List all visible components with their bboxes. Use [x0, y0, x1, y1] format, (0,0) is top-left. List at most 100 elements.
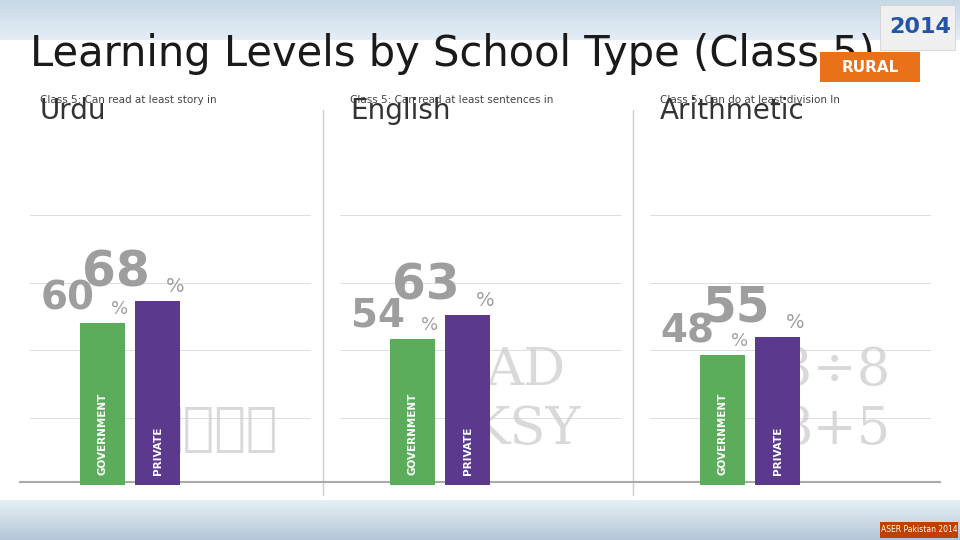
Bar [0, 520, 960, 521]
Bar [0, 20, 960, 21]
FancyBboxPatch shape [880, 522, 958, 538]
Bar [0, 0, 960, 1]
Bar [0, 36, 960, 37]
Bar [0, 22, 960, 23]
Text: %: % [785, 313, 804, 332]
Bar [0, 43, 960, 44]
Bar [0, 21, 960, 22]
Bar [0, 40, 960, 41]
Bar [0, 27, 960, 28]
Bar [0, 517, 960, 518]
Bar [0, 9, 960, 10]
FancyBboxPatch shape [755, 336, 800, 485]
Bar [0, 510, 960, 511]
Bar [0, 518, 960, 519]
FancyBboxPatch shape [880, 5, 955, 50]
Bar [0, 13, 960, 14]
Text: 2014: 2014 [889, 17, 951, 37]
Bar [0, 6, 960, 7]
Bar [0, 519, 960, 520]
Bar [0, 503, 960, 504]
Bar [0, 534, 960, 535]
Bar [0, 2, 960, 3]
Bar [0, 529, 960, 530]
Text: Class 5: Can do at least division In: Class 5: Can do at least division In [660, 95, 840, 105]
Bar [0, 504, 960, 505]
Text: 55: 55 [702, 284, 770, 332]
Bar [0, 30, 960, 31]
Text: AD
KSY: AD KSY [469, 345, 580, 455]
Text: 54: 54 [350, 296, 404, 334]
FancyBboxPatch shape [135, 301, 180, 485]
Text: PRIVATE: PRIVATE [153, 427, 162, 475]
FancyBboxPatch shape [700, 355, 745, 485]
Bar [0, 10, 960, 11]
Text: Class 5: Can read at least sentences in: Class 5: Can read at least sentences in [350, 95, 553, 105]
Bar [0, 535, 960, 536]
Bar [0, 525, 960, 526]
Bar [0, 538, 960, 539]
Text: English: English [350, 97, 450, 125]
Bar [0, 42, 960, 43]
Bar [0, 532, 960, 533]
Text: 48: 48 [660, 313, 714, 350]
Bar [0, 509, 960, 510]
Bar [0, 15, 960, 16]
Text: %: % [110, 300, 128, 318]
Bar [0, 526, 960, 527]
Text: %: % [420, 316, 438, 334]
Text: Urdu: Urdu [40, 97, 107, 125]
FancyBboxPatch shape [80, 323, 125, 485]
Text: 3÷8
8+5: 3÷8 8+5 [780, 345, 891, 455]
Text: %: % [731, 333, 748, 350]
Bar [0, 522, 960, 523]
Bar [0, 514, 960, 515]
Bar [0, 505, 960, 506]
Bar [0, 38, 960, 39]
Bar [0, 28, 960, 29]
Bar [0, 515, 960, 516]
Text: RURAL: RURAL [841, 59, 899, 75]
Bar [0, 5, 960, 6]
Text: GOVERNMENT: GOVERNMENT [717, 393, 728, 475]
FancyBboxPatch shape [0, 40, 960, 500]
Bar [0, 41, 960, 42]
Bar [0, 530, 960, 531]
Bar [0, 8, 960, 9]
Bar [0, 528, 960, 529]
Bar [0, 500, 960, 501]
Bar [0, 11, 960, 12]
Bar [0, 17, 960, 18]
Bar [0, 501, 960, 502]
Bar [0, 25, 960, 26]
Text: 63: 63 [392, 262, 460, 310]
Bar [0, 531, 960, 532]
FancyBboxPatch shape [390, 339, 435, 485]
Bar [0, 12, 960, 13]
Bar [0, 4, 960, 5]
Bar [0, 33, 960, 34]
Text: Arithmetic: Arithmetic [660, 97, 804, 125]
Bar [0, 508, 960, 509]
Bar [0, 47, 960, 48]
Bar [0, 26, 960, 27]
Bar [0, 513, 960, 514]
Bar [0, 48, 960, 49]
Bar [0, 533, 960, 534]
Bar [0, 539, 960, 540]
Bar [0, 32, 960, 33]
Bar [0, 527, 960, 528]
Bar [0, 523, 960, 524]
Bar [0, 29, 960, 30]
Bar [0, 537, 960, 538]
Bar [0, 34, 960, 35]
Bar [0, 1, 960, 2]
Text: %: % [165, 278, 184, 296]
Bar [0, 502, 960, 503]
Bar [0, 3, 960, 4]
Bar [0, 49, 960, 50]
Text: GOVERNMENT: GOVERNMENT [407, 393, 418, 475]
FancyBboxPatch shape [445, 315, 490, 485]
Bar [0, 44, 960, 45]
Bar [0, 46, 960, 47]
